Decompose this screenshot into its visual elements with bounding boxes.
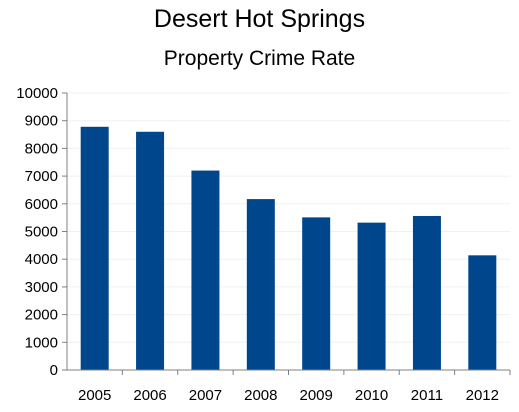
y-tick-label: 2000 xyxy=(25,307,58,324)
y-tick-label: 1000 xyxy=(25,334,58,351)
x-tick-label: 2005 xyxy=(78,387,111,404)
x-tick-labels: 2005 2006 2007 2008 2009 2010 2011 2012 xyxy=(78,387,499,404)
bar-2008 xyxy=(246,199,275,370)
bars xyxy=(80,126,497,370)
axes xyxy=(62,92,511,375)
y-tick-label: 7000 xyxy=(25,168,58,185)
bar-2005 xyxy=(80,126,109,370)
chart-title: Desert Hot Springs xyxy=(153,5,366,33)
y-tick-label: 10000 xyxy=(16,85,58,102)
x-tick-label: 2008 xyxy=(244,387,277,404)
x-tick-label: 2006 xyxy=(133,387,166,404)
bar-2009 xyxy=(302,217,331,370)
gridlines xyxy=(67,92,510,343)
y-tick-labels: 0 1000 2000 3000 4000 5000 6000 7000 8000 9000 100… xyxy=(16,85,58,379)
bar-2012 xyxy=(468,255,497,370)
y-tick-label: 5000 xyxy=(25,224,58,241)
bar-2007 xyxy=(191,170,220,370)
y-tick-label: 8000 xyxy=(25,140,58,157)
bar-2006 xyxy=(136,131,165,370)
y-tick-label: 3000 xyxy=(25,279,58,296)
y-tick-label: 9000 xyxy=(25,113,58,130)
x-tick-label: 2010 xyxy=(355,387,388,404)
bar-2010 xyxy=(357,222,386,370)
y-tick-label: 4000 xyxy=(25,251,58,268)
y-tick-label: 0 xyxy=(50,362,58,379)
bar-2011 xyxy=(412,215,441,370)
x-tick-label: 2009 xyxy=(300,387,333,404)
x-tick-label: 2007 xyxy=(189,387,222,404)
x-tick-label: 2012 xyxy=(466,387,499,404)
y-tick-label: 6000 xyxy=(25,196,58,213)
x-tick-label: 2011 xyxy=(411,387,443,404)
chart-subtitle: Property Crime Rate xyxy=(163,47,356,70)
